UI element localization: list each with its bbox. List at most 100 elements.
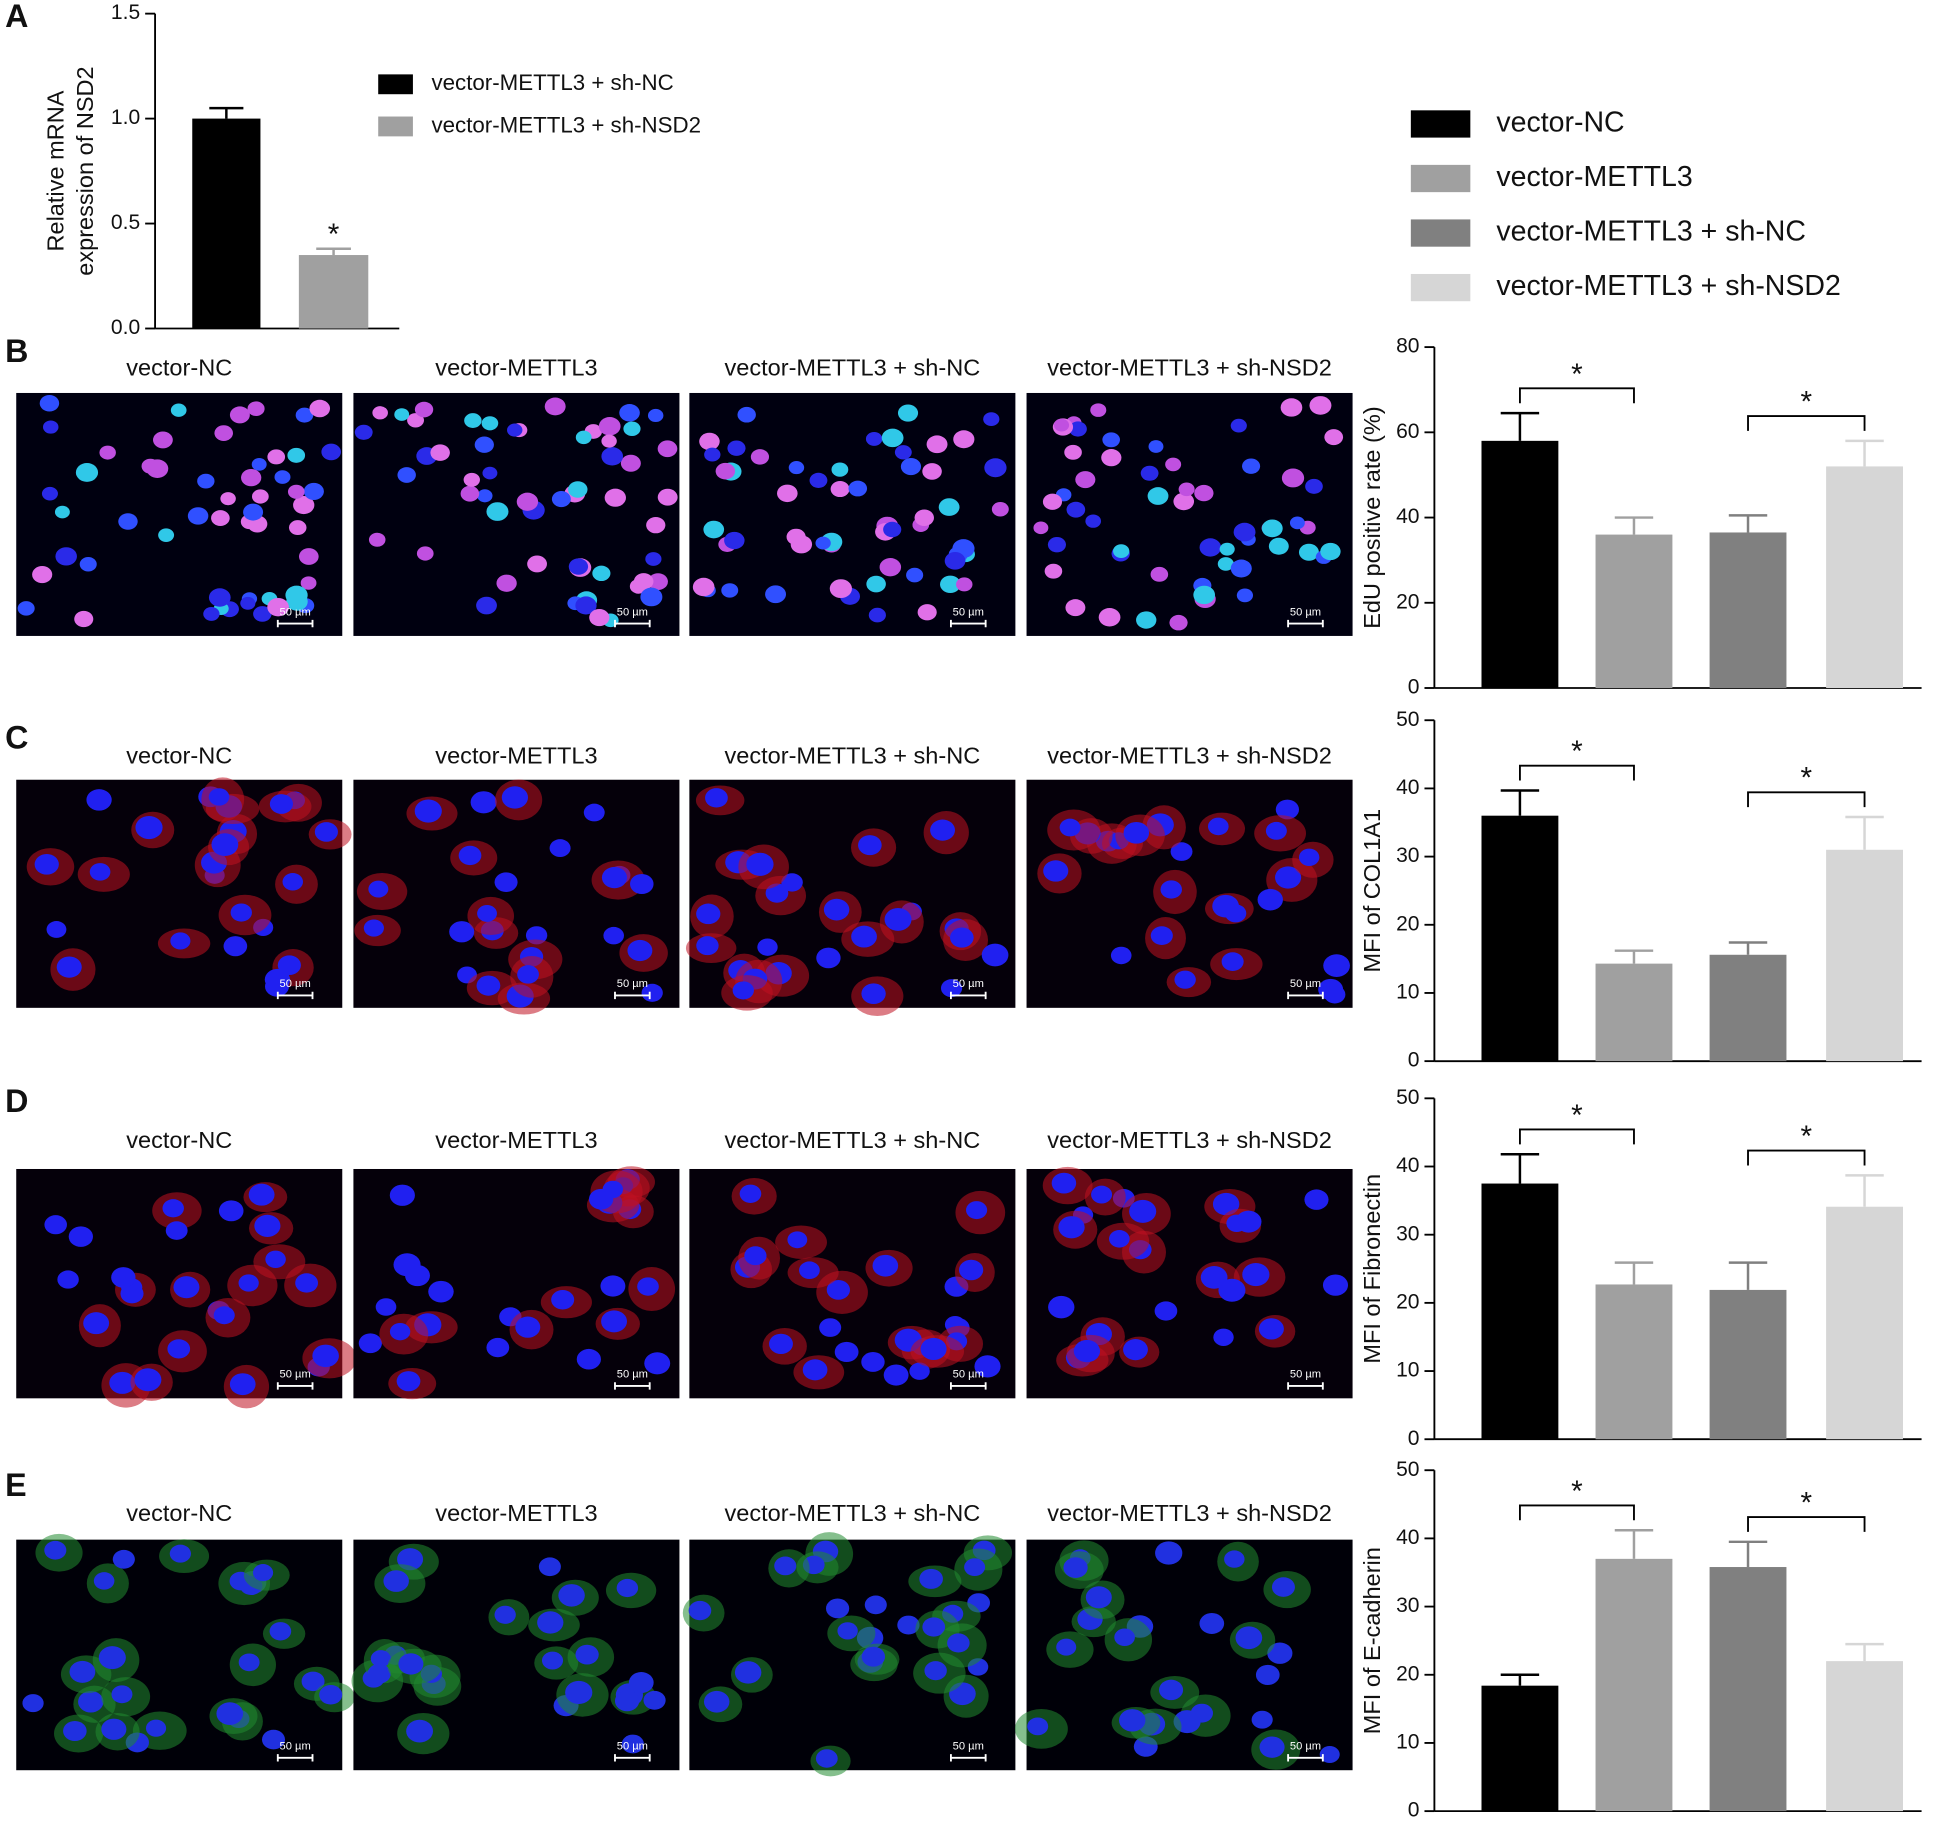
nucleus (135, 815, 163, 840)
y-axis-label: MFI of Fibronectin (1359, 1174, 1385, 1364)
nucleus (22, 1694, 44, 1713)
nucleus (787, 1231, 808, 1249)
scale-bar-label: 50 µm (953, 1369, 984, 1381)
panel-label: A (5, 0, 28, 34)
nucleus (774, 1556, 797, 1576)
bar (1481, 1183, 1559, 1440)
nucleus (583, 803, 605, 822)
nucleus (734, 1661, 762, 1684)
nucleus (705, 788, 728, 808)
nucleus (1053, 418, 1070, 432)
nucleus (203, 606, 220, 621)
y-tick-label: 0.0 (111, 316, 140, 339)
nucleus (643, 1690, 666, 1710)
nucleus (301, 1671, 325, 1692)
nucleus (1033, 521, 1049, 535)
nucleus (816, 947, 841, 969)
nucleus (1280, 398, 1303, 417)
nucleus (647, 408, 664, 423)
bar (1709, 532, 1787, 689)
nucleus (39, 394, 60, 412)
scale-bar-label: 50 µm (1290, 978, 1321, 990)
bar (1826, 1206, 1903, 1440)
nucleus (1242, 458, 1261, 474)
nucleus (477, 905, 497, 922)
nucleus (1261, 519, 1283, 538)
nucleus (247, 401, 265, 416)
nucleus (55, 547, 77, 566)
image-title: vector-NC (126, 743, 232, 769)
nucleus (601, 1310, 628, 1333)
image-title: vector-NC (126, 355, 232, 381)
nucleus (134, 1368, 162, 1392)
nucleus (430, 444, 450, 461)
nucleus (788, 461, 805, 475)
y-axis-label: MFI of E-cadherin (1359, 1547, 1385, 1734)
nucleus (1159, 1679, 1184, 1701)
nucleus (407, 413, 425, 428)
nucleus (1289, 516, 1305, 530)
nucleus (99, 445, 116, 460)
nucleus (964, 1558, 986, 1577)
nucleus (428, 1280, 454, 1303)
y-tick-label: 0 (1408, 1049, 1420, 1072)
nucleus (861, 983, 886, 1005)
nucleus (883, 521, 902, 538)
nucleus (1154, 1301, 1178, 1321)
nucleus (397, 467, 416, 483)
nucleus (861, 1352, 885, 1372)
nucleus (1148, 440, 1164, 453)
nucleus (1059, 818, 1081, 837)
nucleus (368, 880, 389, 898)
nucleus (630, 874, 654, 895)
nucleus (1258, 1318, 1284, 1340)
nucleus (866, 575, 886, 593)
micrograph: 50 µm (1026, 779, 1353, 1008)
scale-bar-label: 50 µm (617, 606, 648, 618)
nucleus (868, 607, 886, 623)
bar (298, 255, 369, 329)
significance-star: * (1800, 1486, 1812, 1519)
nucleus (757, 938, 778, 956)
image-title: vector-METTL3 (435, 355, 597, 381)
nucleus (1098, 608, 1121, 627)
nucleus (858, 835, 882, 856)
nucleus (950, 927, 974, 948)
nucleus (657, 440, 678, 458)
nucleus (544, 397, 566, 416)
nucleus (42, 420, 59, 434)
nucleus (737, 406, 756, 423)
nucleus (1110, 946, 1132, 965)
nucleus (267, 449, 286, 465)
nucleus (375, 1298, 397, 1316)
nucleus (476, 975, 501, 996)
nucleus (938, 498, 960, 516)
nucleus (917, 604, 937, 621)
nucleus (568, 558, 589, 575)
nucleus (1309, 396, 1332, 415)
significance-star: * (1571, 1099, 1583, 1132)
nucleus (496, 574, 517, 592)
nucleus (187, 507, 209, 525)
nucleus (389, 1184, 415, 1206)
nucleus (864, 1595, 887, 1615)
nucleus (628, 1672, 654, 1694)
nucleus (241, 469, 262, 487)
nucleus (765, 585, 787, 604)
scale-bar (1287, 619, 1324, 628)
nucleus (214, 425, 233, 441)
nucleus (287, 447, 306, 463)
nucleus (831, 462, 849, 477)
scale-bar (614, 991, 651, 1000)
micrograph: 50 µm (351, 1539, 680, 1771)
y-axis-label: expression of NSD2 (72, 66, 98, 275)
nucleus (75, 463, 99, 482)
nucleus (63, 1720, 87, 1742)
nucleus (197, 473, 215, 489)
scale-bar (614, 619, 651, 628)
legend-swatch (378, 116, 413, 137)
nucleus (474, 436, 494, 453)
nucleus (641, 983, 663, 1002)
nucleus (1224, 904, 1247, 923)
nucleus (153, 431, 173, 449)
